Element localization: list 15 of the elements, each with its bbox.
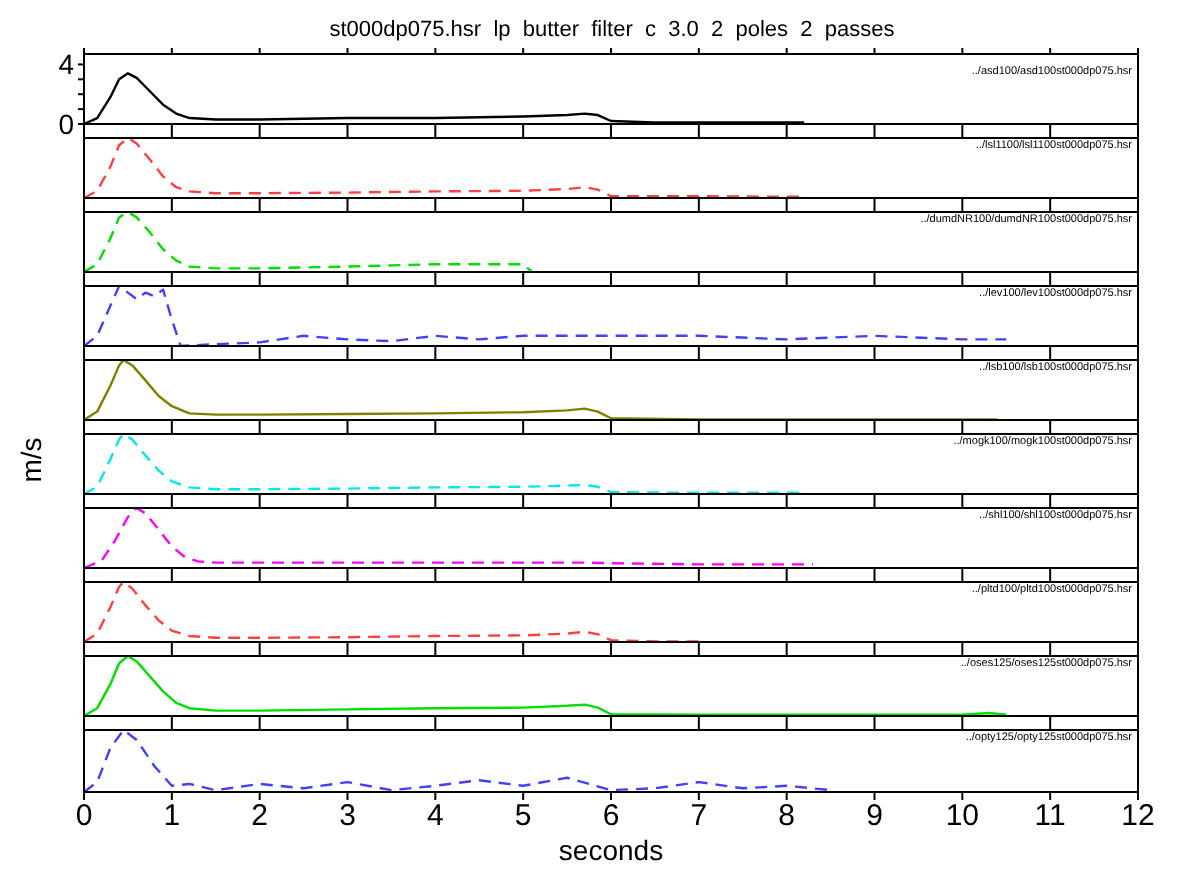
y-axis-title: m/s	[14, 436, 47, 482]
x-tick-label: 8	[778, 799, 796, 834]
x-axis-title: seconds	[558, 834, 664, 866]
x-tick-label: 7	[690, 799, 708, 834]
x-tick-label: 9	[866, 799, 883, 834]
chart-title: st000dp075.hsr lp butter filter c 3.0 2 poles 2 passes	[327, 18, 897, 42]
x-tick-label: 6	[602, 799, 620, 834]
x-tick-label: 10	[945, 799, 980, 834]
x-tick-label: 3	[339, 799, 356, 834]
x-tick-label: 11	[1034, 799, 1066, 834]
x-tick-label: 1	[163, 799, 181, 834]
x-tick-label: 12	[1121, 799, 1155, 834]
x-tick-label: 2	[251, 799, 269, 834]
x-tick-label: 5	[514, 799, 532, 834]
x-tick-label: 4	[426, 799, 444, 834]
